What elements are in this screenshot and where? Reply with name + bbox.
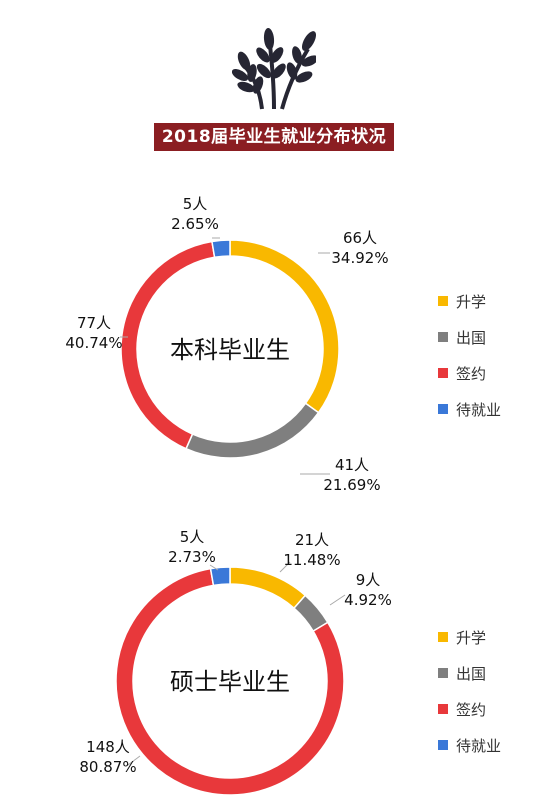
leader-line — [329, 594, 346, 606]
leader-line — [127, 755, 141, 766]
page-title: 2018届毕业生就业分布状况 — [154, 123, 394, 151]
donut-chart-1: 硕士毕业生 21人 11.48% 9人 4.92% 148人 80.87% 5人 2.73% — [79, 528, 392, 796]
donut-center-label: 本科毕业生 — [170, 336, 290, 364]
data-label-count: 21人 — [295, 531, 329, 549]
data-label-count: 148人 — [86, 738, 130, 756]
donut-slice-签约 — [115, 567, 345, 796]
data-label-count: 66人 — [343, 229, 377, 247]
legend-item: 待就业 — [438, 391, 501, 427]
legend-master: 升学 出国 签约 待就业 — [438, 619, 501, 763]
legend-swatch — [438, 404, 448, 414]
data-label-count: 5人 — [180, 528, 205, 546]
legend-label: 待就业 — [456, 736, 502, 755]
legend-swatch — [438, 368, 448, 378]
legend-label: 升学 — [456, 628, 487, 647]
legend-label: 出国 — [456, 328, 487, 347]
legend-label: 待就业 — [456, 400, 502, 419]
data-label-percent: 11.48% — [283, 551, 340, 569]
legend-label: 签约 — [456, 364, 487, 383]
wheat-icon — [232, 28, 316, 110]
data-label-percent: 21.69% — [323, 476, 380, 494]
data-label-count: 41人 — [335, 456, 369, 474]
donut-slice-待就业 — [209, 566, 231, 587]
data-label-count: 9人 — [356, 571, 381, 589]
donut-slice-待就业 — [211, 239, 231, 259]
donut-slice-升学 — [229, 566, 307, 610]
leader-line — [279, 561, 291, 573]
legend-swatch — [438, 704, 448, 714]
legend-swatch — [438, 296, 448, 306]
donut-slice-升学 — [229, 239, 340, 414]
legend-label: 出国 — [456, 664, 487, 683]
legend-bachelor: 升学 出国 签约 待就业 — [438, 283, 501, 427]
data-label-percent: 2.73% — [168, 548, 216, 566]
donut-chart-0: 本科毕业生 66人 34.92% 41人 21.69% 77人 40.74% 5人 2.65% — [65, 195, 388, 494]
legend-item: 出国 — [438, 319, 501, 355]
data-label-count: 5人 — [183, 195, 208, 213]
legend-label: 签约 — [456, 700, 487, 719]
donut-center-label: 硕士毕业生 — [170, 668, 290, 696]
legend-swatch — [438, 740, 448, 750]
legend-swatch — [438, 632, 448, 642]
data-label-count: 77人 — [77, 314, 111, 332]
data-label-percent: 34.92% — [331, 249, 388, 267]
donut-slice-出国 — [185, 402, 320, 459]
legend-item: 升学 — [438, 283, 501, 319]
data-label-percent: 80.87% — [79, 758, 136, 776]
legend-item: 升学 — [438, 619, 501, 655]
data-label-percent: 40.74% — [65, 334, 122, 352]
legend-swatch — [438, 332, 448, 342]
data-label-percent: 4.92% — [344, 591, 392, 609]
leader-line — [209, 564, 219, 571]
legend-item: 签约 — [438, 355, 501, 391]
legend-item: 签约 — [438, 691, 501, 727]
legend-swatch — [438, 668, 448, 678]
legend-item: 出国 — [438, 655, 501, 691]
legend-item: 待就业 — [438, 727, 501, 763]
data-label-percent: 2.65% — [171, 215, 219, 233]
legend-label: 升学 — [456, 292, 487, 311]
